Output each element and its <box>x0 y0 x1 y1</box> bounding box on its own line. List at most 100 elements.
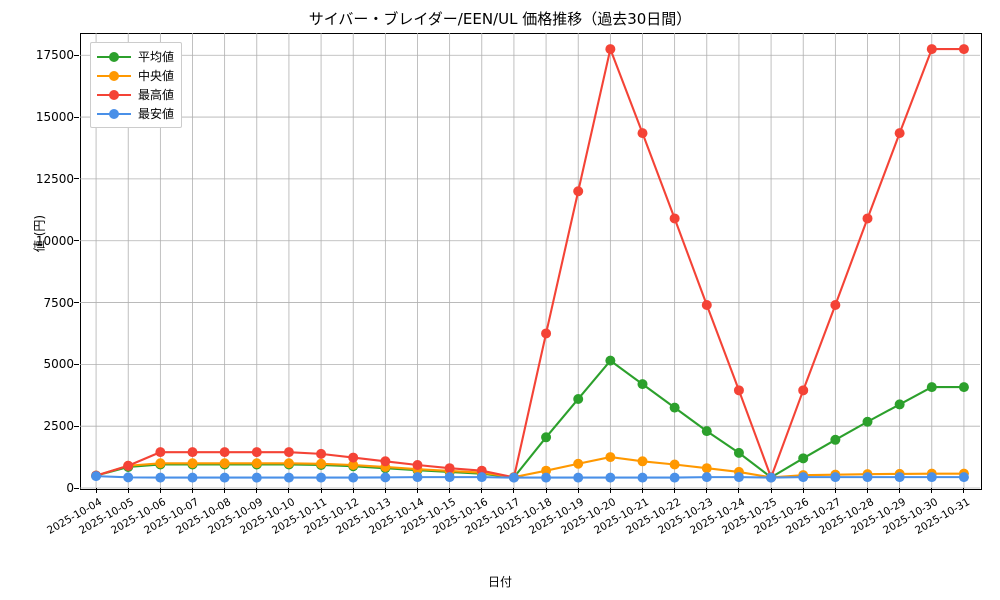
data-point <box>830 300 841 311</box>
legend-label: 中央値 <box>138 68 175 83</box>
legend-marker-icon <box>97 107 131 121</box>
x-tick-label: 2025-10-10 <box>238 496 297 537</box>
x-tick-label: 2025-10-14 <box>366 496 426 537</box>
data-point <box>219 458 230 469</box>
data-point <box>798 453 809 464</box>
data-point <box>733 385 744 396</box>
data-point <box>733 472 744 483</box>
data-point <box>541 328 552 339</box>
x-tick-label: 2025-10-29 <box>848 496 908 537</box>
x-tick-label: 2025-10-20 <box>559 496 619 537</box>
data-point <box>155 447 166 458</box>
x-tick-label: 2025-10-30 <box>880 496 940 537</box>
y-tick-label: 7500 <box>43 295 74 310</box>
y-tick-label: 12500 <box>35 171 74 186</box>
y-tick-mark <box>74 116 79 118</box>
data-point <box>701 463 712 474</box>
x-tick-label: 2025-10-11 <box>270 496 330 537</box>
legend-item-平均値[interactable]: 平均値 <box>97 47 174 66</box>
data-point <box>766 472 777 483</box>
data-point <box>91 471 102 482</box>
y-tick-label: 0 <box>66 481 74 495</box>
series-最安値 <box>91 471 969 483</box>
data-point <box>926 44 937 55</box>
data-point <box>316 458 327 469</box>
data-point <box>926 472 937 483</box>
y-tick-mark <box>74 240 79 242</box>
y-tick-mark <box>74 425 79 427</box>
y-tick-label: 10000 <box>35 233 74 248</box>
data-point <box>348 452 359 463</box>
grid-lines <box>80 33 980 489</box>
data-point <box>251 447 262 458</box>
data-point <box>155 458 166 469</box>
data-point <box>830 472 841 483</box>
data-point <box>669 459 680 470</box>
legend-marker-icon <box>97 50 131 64</box>
legend-item-中央値[interactable]: 中央値 <box>97 66 174 85</box>
data-point <box>830 434 841 445</box>
data-point <box>541 465 552 476</box>
data-point <box>894 472 905 483</box>
data-point <box>316 448 327 459</box>
data-point <box>637 456 648 467</box>
x-tick-label: 2025-10-04 <box>45 496 105 537</box>
data-point <box>412 460 423 470</box>
data-point <box>798 472 809 483</box>
data-point <box>605 452 616 463</box>
x-tick-label: 2025-10-24 <box>688 496 747 537</box>
data-point <box>733 447 744 458</box>
legend-marker-icon <box>97 88 131 102</box>
x-tick-label: 2025-10-05 <box>77 496 137 537</box>
data-point <box>637 472 648 483</box>
data-point <box>123 460 134 471</box>
data-point <box>573 458 584 469</box>
y-tick-label: 2500 <box>43 419 74 434</box>
data-point <box>573 393 584 404</box>
x-tick-label: 2025-10-13 <box>334 496 394 537</box>
x-tick-label: 2025-10-26 <box>752 496 812 537</box>
data-point <box>219 472 230 483</box>
legend-label: 平均値 <box>138 49 175 64</box>
legend-marker-icon <box>97 69 131 83</box>
data-point <box>605 472 616 483</box>
x-tick-label: 2025-10-31 <box>913 496 972 537</box>
data-point <box>669 213 680 224</box>
x-tick-label: 2025-10-23 <box>655 496 715 537</box>
data-point <box>862 416 873 427</box>
data-point <box>958 472 969 483</box>
y-axis-label: 値 (円) <box>32 214 47 253</box>
data-point <box>380 456 391 467</box>
y-tick-label: 5000 <box>43 357 74 372</box>
y-tick-mark <box>74 54 79 56</box>
x-tick-label: 2025-10-25 <box>720 496 780 537</box>
x-tick-label: 2025-10-09 <box>205 496 265 537</box>
legend-label: 最高値 <box>138 87 175 102</box>
x-tick-label: 2025-10-12 <box>302 496 362 537</box>
data-point <box>316 472 327 483</box>
data-point <box>926 382 937 393</box>
data-point <box>862 213 873 224</box>
legend-item-最安値[interactable]: 最安値 <box>97 104 174 123</box>
plot-area-frame <box>80 33 982 490</box>
series-最高値 <box>91 44 969 483</box>
y-tick-mark <box>74 178 79 180</box>
legend-item-最高値[interactable]: 最高値 <box>97 85 174 104</box>
y-axis-tick-labels: 0 2500 5000 7500 10000 12500 15000 17500 <box>0 33 79 495</box>
data-point <box>894 399 905 410</box>
data-point <box>508 472 519 483</box>
x-tick-label: 2025-10-17 <box>463 496 522 537</box>
x-tick-label: 2025-10-19 <box>527 496 587 537</box>
data-point <box>669 472 680 483</box>
chart-legend: 平均値中央値最高値最安値 <box>90 42 183 128</box>
data-point <box>605 44 616 55</box>
data-point <box>187 458 198 469</box>
data-point <box>348 460 359 470</box>
legend-label: 最安値 <box>138 106 175 121</box>
data-point <box>251 458 262 469</box>
data-point <box>283 472 294 483</box>
data-point <box>187 447 198 458</box>
y-tick-label: 17500 <box>35 48 74 63</box>
x-axis-label: 日付 <box>487 575 512 589</box>
